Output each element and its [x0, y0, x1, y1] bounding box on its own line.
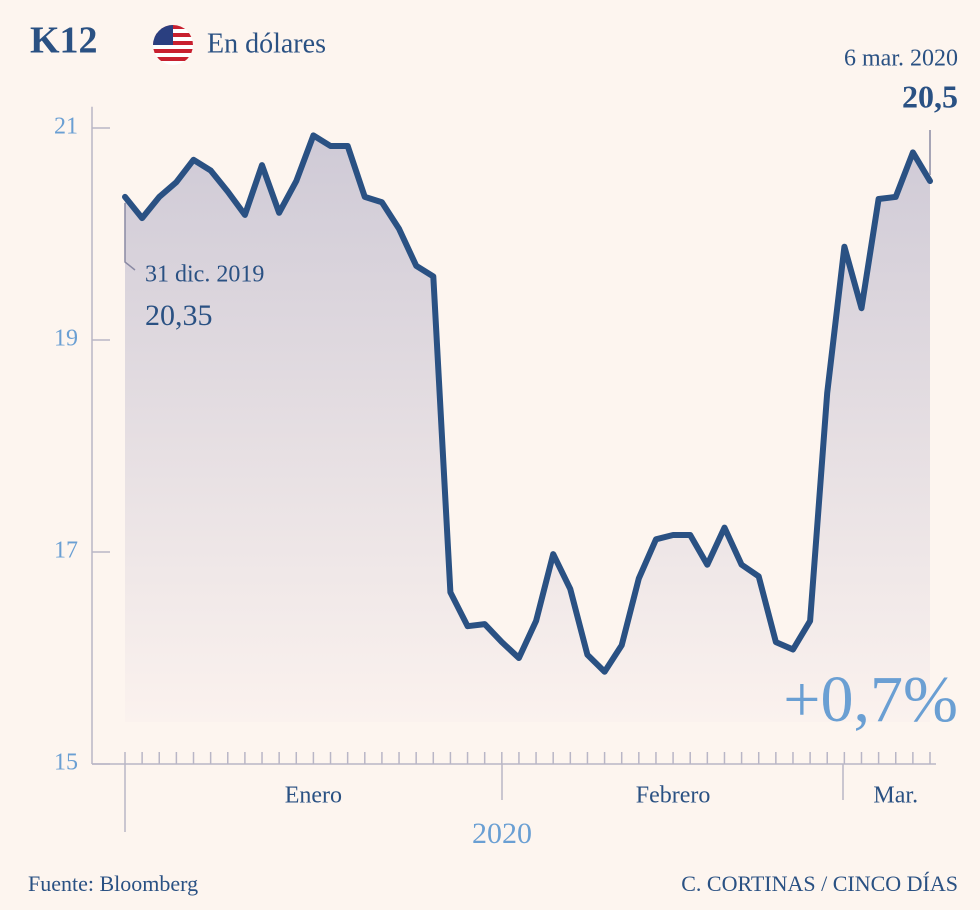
end-date: 6 mar. 2020 [844, 46, 958, 72]
credit: C. CORTINAS / CINCO DÍAS [681, 871, 958, 896]
subtitle: En dólares [207, 28, 326, 59]
flag-icon [153, 25, 193, 65]
x-tick-label: Enero [285, 783, 342, 809]
y-tick-label: 21 [54, 114, 78, 140]
end-value: 20,5 [902, 78, 958, 114]
y-tick-label: 17 [54, 538, 78, 564]
start-value: 20,35 [145, 299, 213, 332]
area [125, 135, 930, 722]
start-date: 31 dic. 2019 [145, 262, 264, 288]
chart-title: K12 [30, 20, 98, 62]
line [122, 132, 933, 675]
x-tick-label: Febrero [636, 783, 711, 809]
x-tick-label: Mar. [873, 783, 918, 809]
y-tick-label: 15 [54, 750, 78, 776]
x-axis-label: 2020 [472, 817, 532, 850]
change-label: +0,7% [783, 663, 958, 736]
y-tick-label: 19 [54, 326, 78, 352]
leader-start [124, 202, 136, 271]
source: Fuente: Bloomberg [28, 871, 198, 896]
